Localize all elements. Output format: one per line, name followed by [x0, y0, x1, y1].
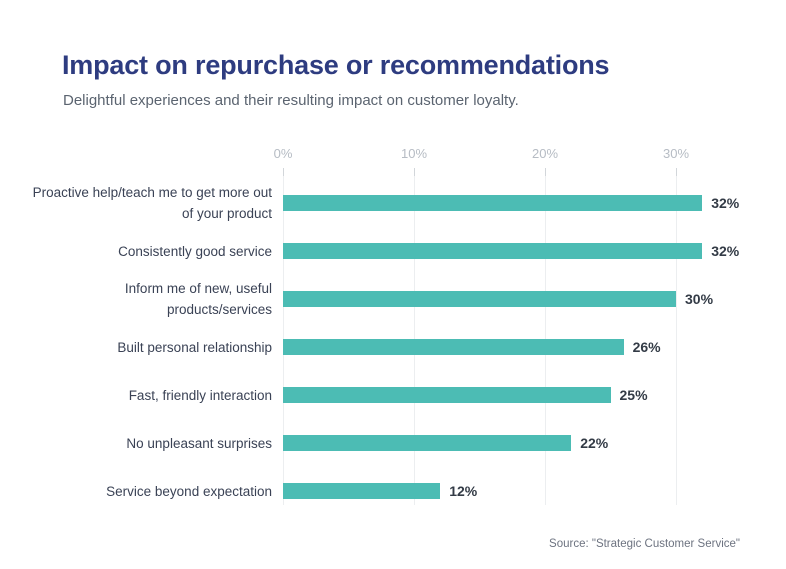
x-axis-tick-label: 30% — [662, 146, 690, 161]
category-label: Proactive help/teach me to get more out … — [32, 185, 272, 221]
category-label: Consistently good service — [118, 243, 272, 259]
source-note: Source: "Strategic Customer Service" — [549, 538, 740, 550]
bar — [283, 483, 441, 499]
bar — [283, 195, 703, 211]
x-axis-tick-label: 20% — [531, 146, 559, 161]
bar — [283, 243, 703, 259]
x-axis-tick-mark — [676, 168, 677, 176]
x-axis-tick-label: 0% — [273, 146, 293, 161]
category-label: Built personal relationship — [117, 339, 272, 355]
x-axis-tick-mark — [414, 168, 415, 176]
bar-row: Inform me of new, useful products/servic… — [0, 275, 786, 323]
bar-row: Fast, friendly interaction 25% — [0, 371, 786, 419]
bar — [283, 435, 572, 451]
bar-row: No unpleasant surprises 22% — [0, 419, 786, 467]
chart-subtitle: Delightful experiences and their resulti… — [63, 92, 519, 109]
bar-row: Built personal relationship 26% — [0, 323, 786, 371]
category-label: No unpleasant surprises — [126, 435, 272, 451]
category-label: Service beyond expectation — [106, 483, 272, 499]
bar-value-label: 12% — [449, 483, 478, 499]
bar — [283, 339, 624, 355]
bar-row: Consistently good service 32% — [0, 227, 786, 275]
bar-value-label: 32% — [711, 243, 740, 259]
bar-value-label: 25% — [619, 387, 648, 403]
bar-value-label: 22% — [580, 435, 609, 451]
bar-value-label: 30% — [685, 291, 714, 307]
bar-row: Proactive help/teach me to get more out … — [0, 179, 786, 227]
bar — [283, 387, 611, 403]
chart-title: Impact on repurchase or recommendations — [62, 50, 610, 80]
x-axis-tick-mark — [545, 168, 546, 176]
bar-value-label: 26% — [632, 339, 661, 355]
bar — [283, 291, 676, 307]
category-label: Fast, friendly interaction — [128, 387, 272, 403]
x-axis-tick-label: 10% — [400, 146, 428, 161]
category-label: Inform me of new, useful products/servic… — [124, 281, 272, 317]
x-axis-tick-mark — [283, 168, 284, 176]
bar-value-label: 32% — [711, 195, 740, 211]
bar-row: Service beyond expectation 12% — [0, 467, 786, 515]
vertical-gridline — [676, 176, 677, 505]
